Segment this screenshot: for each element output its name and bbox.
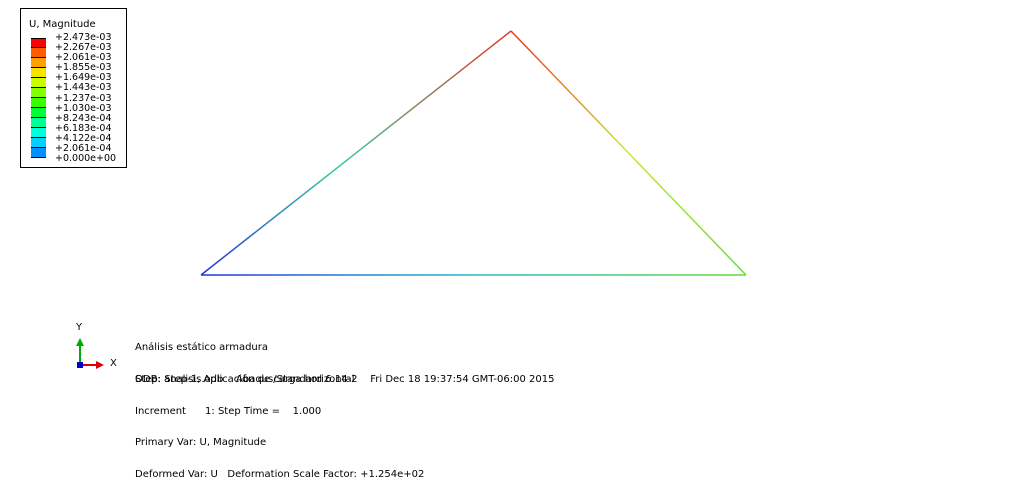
truss-member-left — [200, 30, 512, 276]
increment-line: Increment 1: Step Time = 1.000 — [135, 405, 322, 417]
contour-legend[interactable]: U, Magnitude +2.473e-03 +2.267e-03 +2.061e… — [20, 8, 127, 168]
legend-swatch — [31, 48, 46, 58]
legend-label: +8.243e-04 — [55, 112, 112, 124]
legend-swatch — [31, 78, 46, 88]
legend-label: +2.061e-03 — [55, 52, 112, 64]
legend-labels: +2.473e-03 +2.267e-03 +2.061e-03 +1.855e-03… — [55, 32, 117, 165]
legend-swatch — [31, 98, 46, 108]
primary-var-line: Primary Var: U, Magnitude — [135, 437, 267, 448]
step-info: Step: Step-1, Aplicación de carga horizo… — [135, 354, 424, 501]
legend-label: +1.237e-03 — [55, 92, 112, 104]
legend-swatch — [31, 148, 46, 158]
model-title: Análisis estático armadura — [135, 342, 269, 353]
legend-label: +0.000e+00 — [55, 153, 117, 165]
legend-swatch — [31, 128, 46, 138]
legend-label: +2.267e-03 — [55, 42, 112, 54]
x-arrowhead-icon — [96, 361, 104, 369]
y-arrowhead-icon — [76, 338, 84, 346]
legend-swatch — [31, 118, 46, 128]
legend-swatches — [31, 38, 46, 158]
legend-label: +6.183e-04 — [55, 122, 112, 134]
legend-label: +1.649e-03 — [55, 72, 112, 84]
legend-label: +2.473e-03 — [55, 32, 112, 43]
axis-triad — [76, 338, 104, 369]
z-axis-marker — [77, 362, 83, 368]
truss-member-right — [510, 30, 747, 276]
legend-label: +1.030e-03 — [55, 102, 112, 114]
legend-swatch — [31, 68, 46, 78]
legend-swatch — [31, 38, 46, 48]
legend-title: U, Magnitude — [29, 19, 96, 30]
legend-swatch — [31, 108, 46, 118]
x-axis-label: X — [110, 358, 117, 369]
viewport[interactable]: U, Magnitude +2.473e-03 +2.267e-03 +2.061e… — [0, 0, 1011, 479]
legend-label: +1.443e-03 — [55, 82, 112, 94]
step-line: Step: Step-1, Aplicación de carga horizo… — [135, 374, 355, 385]
legend-label: +2.061e-04 — [55, 143, 112, 155]
deformed-var-line: Deformed Var: U Deformation Scale Factor… — [135, 468, 425, 480]
y-axis-label: Y — [76, 322, 83, 333]
legend-label: +4.122e-04 — [55, 132, 112, 144]
truss-drawing — [200, 30, 747, 276]
legend-swatch — [31, 88, 46, 98]
legend-swatch — [31, 138, 46, 148]
odb-info: ODB: analisis.odb Abaqus/Standard 6.14-2… — [135, 373, 555, 385]
model-info: Análisis estático armadura ODB: analisis… — [135, 322, 554, 406]
legend-label: +1.855e-03 — [55, 62, 112, 74]
legend-swatch — [31, 58, 46, 68]
